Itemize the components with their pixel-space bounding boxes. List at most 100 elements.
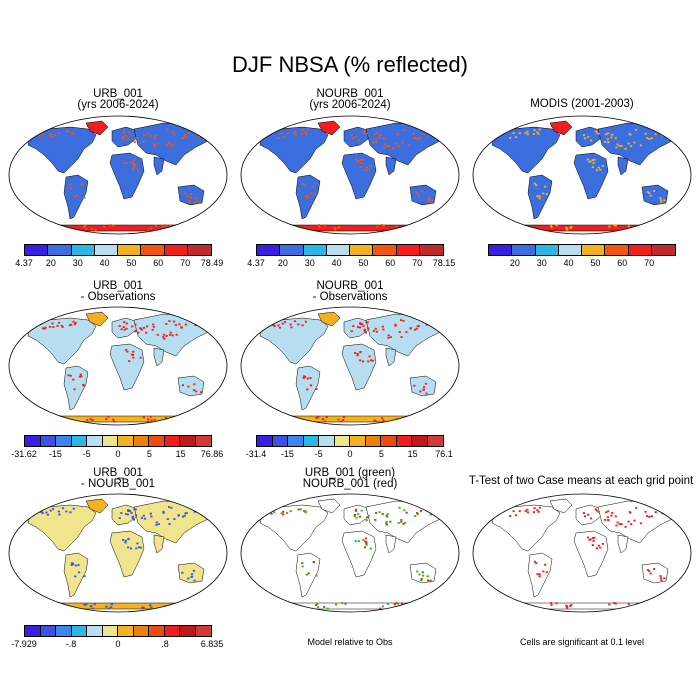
colorbar-cell xyxy=(164,626,180,636)
data-cell xyxy=(536,573,539,576)
data-cell xyxy=(293,320,297,323)
page-title: DJF NBSA (% reflected) xyxy=(232,52,468,77)
colorbar-cells xyxy=(256,435,444,447)
data-cell xyxy=(587,513,590,516)
data-cell xyxy=(149,135,152,137)
data-cell xyxy=(48,325,52,328)
data-cell xyxy=(91,228,94,230)
data-cell xyxy=(635,128,638,131)
continent-europe xyxy=(111,504,139,526)
data-cell xyxy=(607,519,610,521)
data-cell xyxy=(153,145,156,148)
data-cell xyxy=(356,352,359,355)
data-cell xyxy=(383,146,386,149)
panel-urb-minus-nourb: URB_001 - NOURB_001 -7.929 -.8 0 .8 6.835 xyxy=(4,467,232,667)
data-cell xyxy=(427,199,431,202)
data-cell xyxy=(607,141,610,143)
data-cell xyxy=(181,384,185,387)
data-cell xyxy=(375,132,378,135)
data-cell xyxy=(422,574,425,577)
data-cell xyxy=(74,575,77,578)
data-cell xyxy=(74,564,77,567)
data-cell xyxy=(89,418,92,421)
continent-north-america xyxy=(491,504,561,552)
data-cell xyxy=(130,161,133,163)
data-cell xyxy=(630,523,633,526)
data-cell xyxy=(436,326,439,329)
data-cell xyxy=(194,197,197,200)
colorbar-cell xyxy=(71,436,87,446)
data-cell xyxy=(167,607,170,610)
continent-greenland xyxy=(317,311,341,327)
colorbar-tick-label: 40 xyxy=(331,258,342,268)
data-cell xyxy=(270,512,273,515)
data-cell xyxy=(315,574,318,577)
data-cell xyxy=(300,133,304,136)
data-cell xyxy=(184,323,187,326)
data-cell xyxy=(426,579,430,582)
colorbar-cell xyxy=(280,245,304,255)
colorbar-cell xyxy=(118,626,134,636)
data-cell xyxy=(131,325,134,328)
data-cell xyxy=(566,228,569,231)
data-cell xyxy=(404,521,407,524)
data-cell xyxy=(168,141,171,143)
data-cell xyxy=(586,536,590,539)
data-cell xyxy=(395,602,398,604)
colorbar-cell xyxy=(149,436,165,446)
data-cell xyxy=(301,562,304,565)
data-cell xyxy=(112,420,116,423)
colorbar-tick-label: 30 xyxy=(304,258,315,268)
data-cell xyxy=(365,321,368,324)
data-cell xyxy=(132,356,135,359)
map-boundary xyxy=(8,306,228,426)
data-cell xyxy=(614,137,617,140)
data-cell xyxy=(192,389,196,391)
data-cell xyxy=(135,514,138,517)
data-cell xyxy=(80,183,83,185)
data-cell xyxy=(204,322,207,325)
data-cell xyxy=(190,576,193,578)
data-cell xyxy=(599,168,602,171)
data-cell xyxy=(152,323,155,326)
data-cell xyxy=(120,512,123,514)
data-cell xyxy=(278,326,282,329)
continent-india xyxy=(153,534,165,554)
data-cell xyxy=(359,323,362,325)
continent-india xyxy=(385,347,397,367)
panel-note: Cells are significant at 0.1 level xyxy=(519,637,645,647)
data-cell xyxy=(373,133,376,136)
data-cell xyxy=(75,194,78,197)
data-cell xyxy=(109,224,112,226)
data-cell xyxy=(57,132,60,134)
colorbar-tick-label: 40 xyxy=(563,258,574,268)
data-cell xyxy=(131,515,134,518)
data-cell xyxy=(601,542,604,545)
colorbar-cell xyxy=(326,245,350,255)
colorbar-cell xyxy=(558,245,582,255)
colorbar-cell xyxy=(133,436,149,446)
data-cell xyxy=(315,388,318,391)
colorbar-labels: -31.62 -15 -5 0 5 15 76.86 xyxy=(4,449,232,463)
continent-north-america xyxy=(491,126,561,174)
data-cell xyxy=(198,133,201,135)
colorbar-cell xyxy=(350,436,366,446)
data-cell xyxy=(93,603,96,606)
data-cell xyxy=(316,606,320,609)
data-cell xyxy=(60,324,63,327)
data-cell xyxy=(537,510,540,513)
data-cell xyxy=(590,517,593,520)
data-cell xyxy=(659,577,663,580)
data-cell xyxy=(306,377,309,380)
colorbar-cell xyxy=(373,245,397,255)
data-cell xyxy=(323,420,327,423)
data-cell xyxy=(428,201,431,204)
data-cell xyxy=(174,324,178,327)
data-cell xyxy=(153,142,156,145)
data-cell xyxy=(175,333,178,336)
data-cell xyxy=(354,540,357,542)
continent-africa xyxy=(573,530,609,578)
data-cell xyxy=(187,385,190,388)
data-cell xyxy=(362,130,365,133)
data-cell xyxy=(365,519,368,521)
